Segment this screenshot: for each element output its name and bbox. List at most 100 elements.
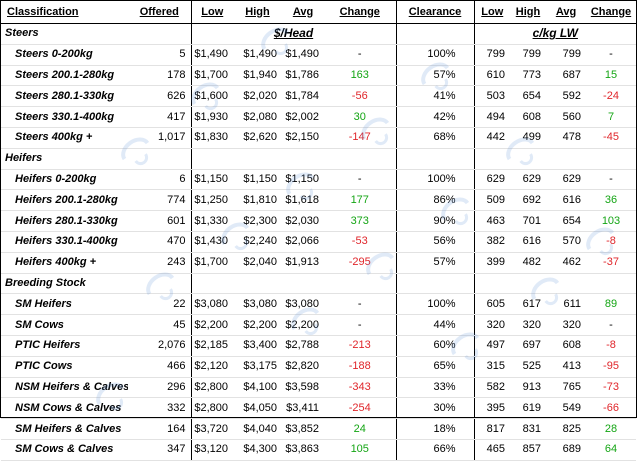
cell-change: -213 (324, 335, 396, 357)
cell-high: $2,620 (233, 127, 282, 149)
table-row: Steers 400kg +1,017 $1,830 $2,620 $2,150 -14… (1, 127, 636, 149)
cell-high-ckg: 701 (510, 210, 546, 232)
section-spacer (128, 273, 192, 295)
cell-classification: Heifers 200.1-280kg (1, 189, 128, 212)
section-spacer (510, 148, 546, 170)
section-spacer (191, 273, 233, 295)
cell-offered: 22 (128, 293, 192, 316)
cell-change-ckg: 103 (586, 210, 636, 232)
section-spacer (395, 23, 475, 45)
cell-high-ckg: 619 (510, 397, 546, 420)
cell-low-ckg: 817 (474, 418, 510, 440)
cell-offered: 417 (128, 106, 192, 128)
cell-avg: $3,080 (282, 293, 324, 316)
cell-high: $3,400 (233, 335, 282, 357)
cell-change-ckg: -66 (586, 397, 636, 420)
cell-avg: $3,863 (282, 439, 324, 461)
cell-change-ckg: - (586, 169, 636, 191)
cell-clearance: 66% (395, 439, 475, 461)
cell-avg-ckg: 592 (546, 85, 586, 108)
cell-high-ckg: 773 (510, 65, 546, 87)
section-row-breeding-stock: Breeding Stock (1, 273, 636, 295)
cell-avg-ckg: 654 (546, 210, 586, 232)
cell-change-ckg: 89 (586, 293, 636, 316)
cell-low-ckg: 465 (474, 439, 510, 461)
cell-low: $2,800 (191, 377, 233, 399)
cell-clearance: 41% (395, 85, 475, 108)
cell-classification: PTIC Heifers (1, 335, 128, 357)
cell-clearance: 60% (395, 335, 475, 357)
cell-change: - (324, 169, 396, 191)
cell-avg-ckg: 616 (546, 189, 586, 212)
cell-classification: NSM Heifers & Calves (1, 377, 128, 399)
cell-clearance: 68% (395, 127, 475, 149)
cell-high: $4,100 (233, 377, 282, 399)
unit-per-kg: c/kg LW (474, 23, 636, 45)
cell-low-ckg: 463 (474, 210, 510, 232)
cell-change-ckg: 64 (586, 439, 636, 461)
cell-low-ckg: 509 (474, 189, 510, 212)
section-spacer (510, 273, 546, 295)
section-spacer (546, 148, 586, 170)
cell-low: $1,490 (191, 44, 233, 66)
cell-high: $1,810 (233, 189, 282, 212)
header-change: Change (324, 1, 396, 24)
cell-classification: Steers 330.1-400kg (1, 106, 128, 128)
section-spacer (233, 148, 282, 170)
cell-classification: NSM Cows & Calves (1, 397, 128, 420)
cell-change: -295 (324, 252, 396, 274)
section-spacer (395, 273, 475, 295)
cell-low: $2,185 (191, 335, 233, 357)
cell-offered: 626 (128, 85, 192, 108)
cell-avg-ckg: 560 (546, 106, 586, 128)
cell-change-ckg: 15 (586, 65, 636, 87)
cell-avg: $1,618 (282, 189, 324, 212)
cell-avg-ckg: 549 (546, 397, 586, 420)
cell-clearance: 56% (395, 231, 475, 253)
cell-avg: $1,490 (282, 44, 324, 66)
section-spacer (191, 148, 233, 170)
cell-avg: $3,598 (282, 377, 324, 399)
cell-high: $4,050 (233, 397, 282, 420)
cell-high-ckg: 482 (510, 252, 546, 274)
cell-classification: Heifers 0-200kg (1, 169, 128, 191)
section-spacer (586, 148, 636, 170)
section-spacer (128, 23, 192, 45)
cell-high-ckg: 654 (510, 85, 546, 108)
cell-avg-ckg: 608 (546, 335, 586, 357)
table-row: Steers 200.1-280kg 178 $1,700 $1,940 $1,786 1… (1, 65, 636, 87)
cell-clearance: 90% (395, 210, 475, 232)
cell-low: $2,200 (191, 314, 233, 336)
cell-high: $1,490 (233, 44, 282, 66)
section-spacer (546, 273, 586, 295)
table-row: Heifers 330.1-400kg 470 $1,430 $2,240 $2,066… (1, 231, 636, 253)
cell-high-ckg: 499 (510, 127, 546, 149)
cell-avg-ckg: 320 (546, 314, 586, 336)
section-spacer (586, 273, 636, 295)
cell-high: $1,150 (233, 169, 282, 191)
cell-low: $2,800 (191, 397, 233, 420)
cell-low-ckg: 382 (474, 231, 510, 253)
cell-change: 105 (324, 439, 396, 461)
header-avg-ckg: Avg (546, 1, 586, 24)
cell-offered: 470 (128, 231, 192, 253)
cell-avg: $2,002 (282, 106, 324, 128)
cell-high-ckg: 857 (510, 439, 546, 461)
cell-low: $1,700 (191, 65, 233, 87)
cell-offered: 6 (128, 169, 192, 191)
section-title: Breeding Stock (1, 273, 128, 295)
cell-change: -343 (324, 377, 396, 399)
cell-low: $2,120 (191, 356, 233, 378)
cell-low-ckg: 320 (474, 314, 510, 336)
cell-avg-ckg: 689 (546, 439, 586, 461)
cell-clearance: 100% (395, 169, 475, 191)
section-spacer (128, 148, 192, 170)
cell-offered: 774 (128, 189, 192, 212)
cell-low: $3,720 (191, 418, 233, 440)
cell-change-ckg: -73 (586, 377, 636, 399)
cell-change-ckg: 36 (586, 189, 636, 212)
cell-clearance: 42% (395, 106, 475, 128)
cell-classification: Steers 400kg + (1, 127, 128, 149)
cell-low-ckg: 629 (474, 169, 510, 191)
